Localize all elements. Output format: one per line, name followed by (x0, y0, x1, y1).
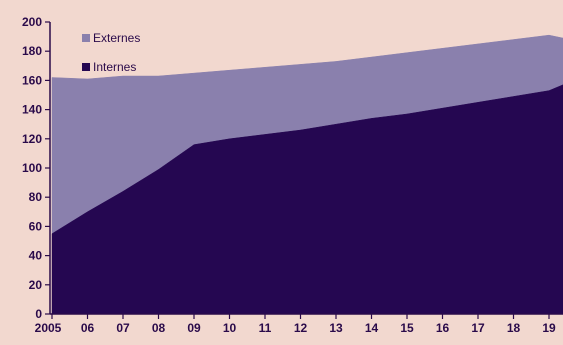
legend-label-internes: Internes (93, 60, 136, 74)
x-tick-label: 15 (400, 321, 414, 335)
x-tick-label: 14 (365, 321, 379, 335)
x-tick-label: 13 (329, 321, 343, 335)
y-tick-label: 120 (22, 132, 42, 146)
legend-swatch-internes (82, 63, 90, 71)
y-tick-label: 160 (22, 73, 42, 87)
x-tick-label: 17 (471, 321, 485, 335)
y-axis-tick-labels: 0 20 40 60 80 100 120 140 160 180 200 (22, 15, 42, 321)
y-tick-label: 80 (29, 190, 43, 204)
x-tick-label: 18 (507, 321, 521, 335)
x-tick-label: 08 (152, 321, 166, 335)
y-tick-label: 0 (35, 307, 42, 321)
x-tick-label: 09 (187, 321, 201, 335)
y-tick-label: 40 (29, 249, 43, 263)
legend-swatch-externes (82, 34, 90, 42)
legend-label-externes: Externes (93, 31, 140, 45)
y-tick-label: 200 (22, 15, 42, 29)
x-tick-label: 06 (81, 321, 95, 335)
legend: Externes Internes (82, 31, 140, 74)
x-axis-tick-labels: 2005 06 07 08 09 10 11 12 13 14 15 16 17 18 19 (35, 321, 556, 335)
y-tick-label: 180 (22, 44, 42, 58)
x-tick-label: 16 (436, 321, 450, 335)
x-tick-label: 10 (223, 321, 237, 335)
x-tick-label: 19 (542, 321, 556, 335)
y-tick-label: 140 (22, 103, 42, 117)
y-tick-label: 20 (29, 278, 43, 292)
x-tick-label: 07 (116, 321, 130, 335)
y-tick-label: 60 (29, 219, 43, 233)
x-tick-label: 12 (294, 321, 308, 335)
axes-group (45, 21, 563, 319)
x-tick-label: 11 (259, 321, 272, 335)
area-series-group (51, 34, 563, 315)
x-tick-label: 2005 (35, 321, 62, 335)
y-tick-label: 100 (22, 161, 42, 175)
